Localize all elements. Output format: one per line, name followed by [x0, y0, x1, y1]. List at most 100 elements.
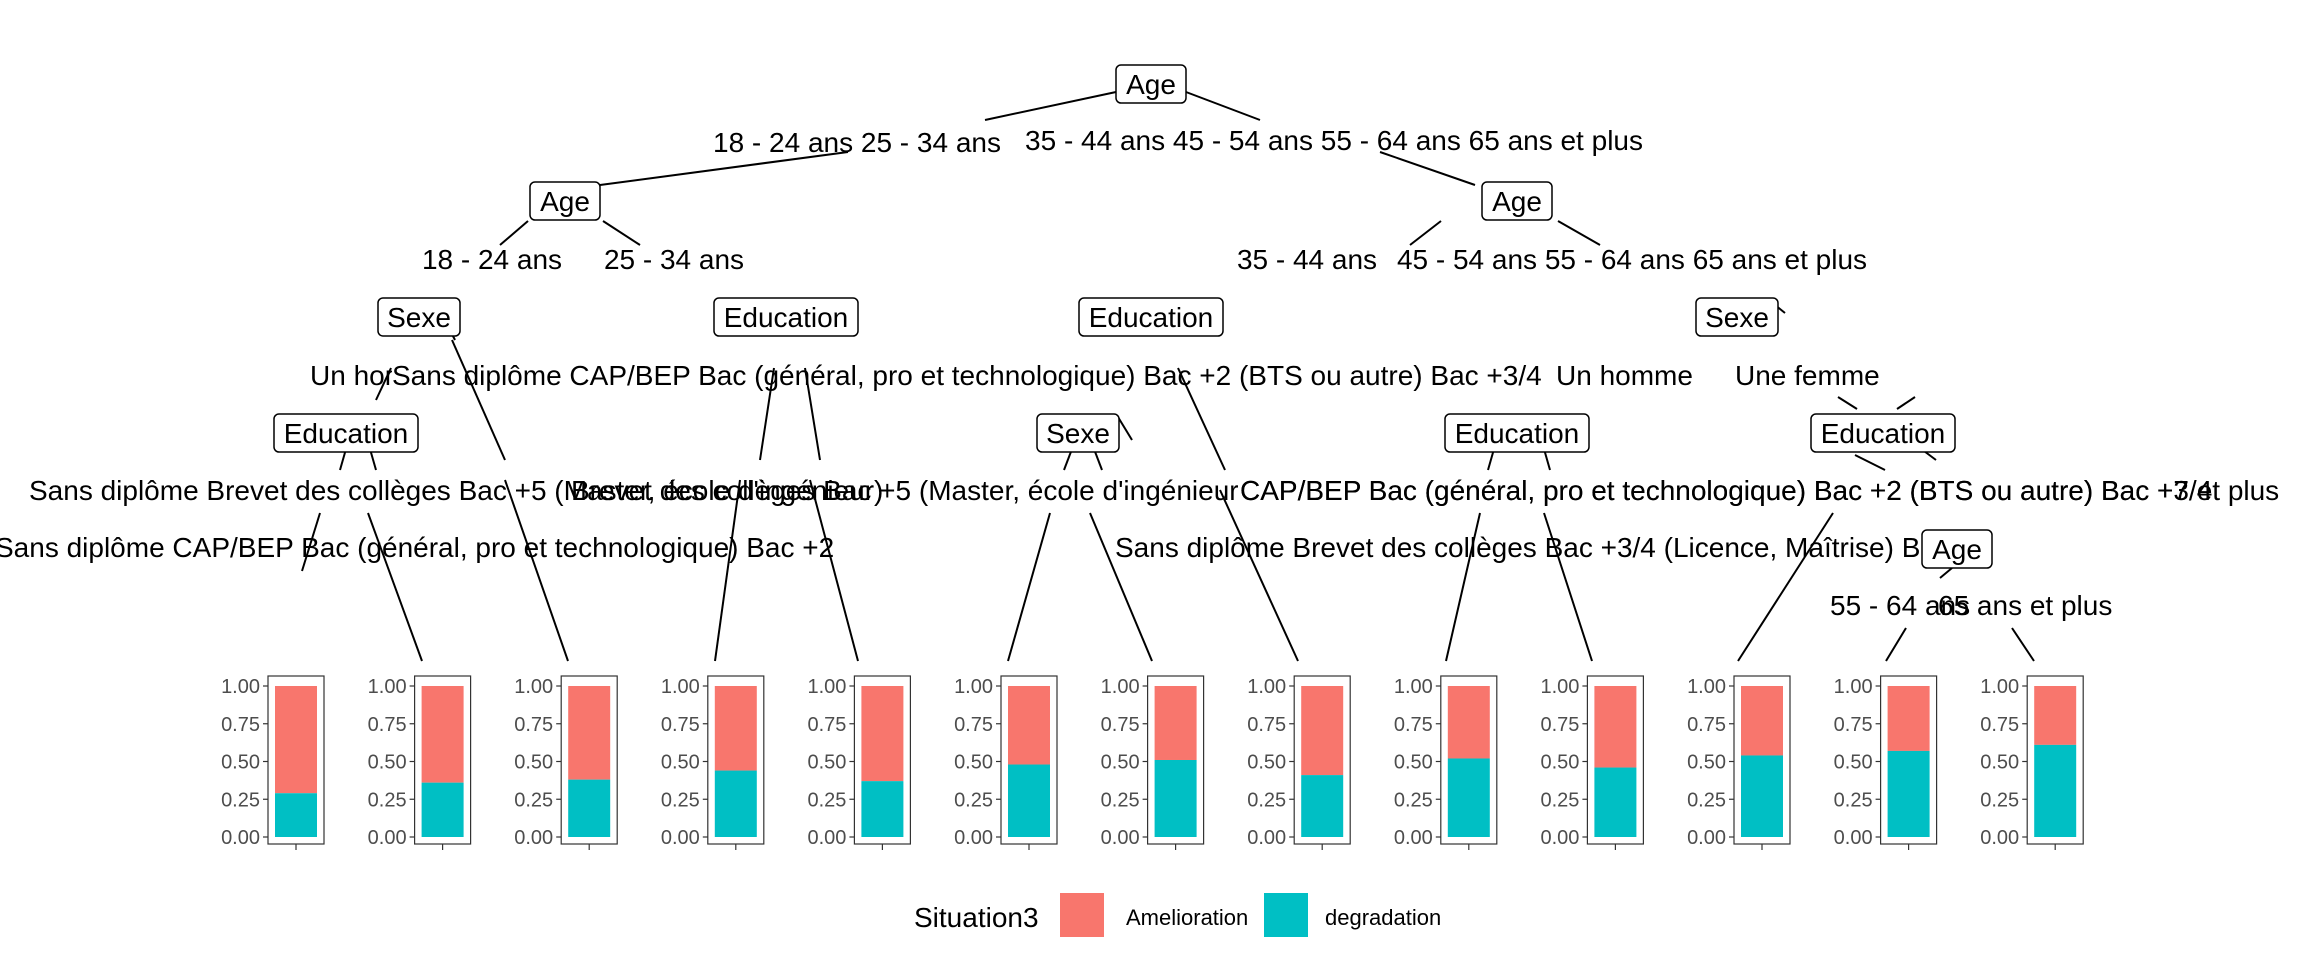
tree-node: Education	[1810, 413, 1956, 453]
y-tick-label: 0.75	[1980, 714, 2019, 736]
y-tick-label: 0.50	[1394, 752, 1433, 774]
leaf-panel: 0.00 0.25 0.50 0.75 1.00	[1540, 675, 1645, 850]
y-tick-label: 0.00	[1394, 827, 1433, 849]
edge-label: 55 - 64 ans	[1830, 590, 1970, 621]
edge-label: Sans diplôme Brevet des collèges Bac +5 …	[29, 475, 883, 506]
node-label: Education	[1455, 418, 1580, 449]
bar-degradation	[2034, 744, 2077, 837]
leaf-panel: 0.00 0.25 0.50 0.75 1.00	[1394, 675, 1498, 850]
y-tick-label: 0.25	[1687, 789, 1726, 811]
tree-edge	[375, 367, 392, 401]
tree-node: Sexe	[1036, 413, 1120, 453]
tree-edge	[1737, 512, 1834, 662]
bar-degradation	[1447, 758, 1490, 837]
bar-amelioration	[568, 686, 611, 780]
y-tick-label: 0.75	[807, 714, 846, 736]
bar-amelioration	[275, 686, 317, 794]
y-tick-label: 0.50	[1247, 752, 1286, 774]
bar-degradation	[1887, 750, 1930, 837]
leaf-panel: 0.00 0.25 0.50 0.75 1.00	[661, 675, 765, 850]
node-label: Age	[540, 186, 590, 217]
y-tick-label: 0.75	[1687, 714, 1726, 736]
legend: Situation3 Amelioration degradation	[914, 893, 1441, 937]
node-label: Education	[724, 302, 849, 333]
y-tick-label: 0.50	[661, 752, 700, 774]
bar-degradation	[1301, 775, 1344, 837]
node-label: Age	[1932, 534, 1982, 565]
node-box	[1115, 64, 1187, 104]
y-tick-label: 0.75	[368, 714, 407, 736]
y-tick-label: 0.25	[807, 789, 846, 811]
legend-label: Amelioration	[1126, 905, 1248, 930]
y-tick-label: 0.50	[514, 752, 553, 774]
bar-degradation	[1154, 759, 1197, 837]
tree-edge	[1177, 367, 1226, 471]
y-tick-label: 0.50	[368, 752, 407, 774]
edge-label: Brevet des collèges Bac +5 (Master, écol…	[571, 475, 1248, 506]
node-label: Age	[1492, 186, 1542, 217]
y-tick-label: 0.75	[514, 714, 553, 736]
leaf-panel: 0.00 0.25 0.50 0.75 1.00	[368, 675, 472, 850]
y-tick-label: 0.50	[221, 752, 260, 774]
bar-degradation	[568, 779, 611, 837]
y-tick-label: 0.75	[1394, 714, 1433, 736]
tree-edge	[599, 151, 849, 186]
tree-edge	[984, 91, 1117, 121]
y-tick-label: 0.75	[661, 714, 700, 736]
leaf-panel: 0.00 0.25 0.50 0.75 1.00	[1980, 675, 2084, 850]
tree-edge	[1379, 151, 1476, 186]
edge-label: 35 - 44 ans 45 - 54 ans 55 - 64 ans 65 a…	[1025, 125, 1643, 156]
y-tick-label: 0.25	[954, 789, 993, 811]
y-tick-label: 0.25	[221, 789, 260, 811]
edge-label: 65 ans et plus	[1938, 590, 2112, 621]
tree-node: Age	[1481, 181, 1553, 221]
tree-edge	[1409, 220, 1442, 246]
leaf-panel: 0.00 0.25 0.50 0.75 1.00	[221, 675, 325, 850]
y-tick-label: 0.25	[514, 789, 553, 811]
node-box	[529, 181, 601, 221]
tree-edge	[804, 367, 821, 461]
y-tick-label: 0.50	[1101, 752, 1140, 774]
y-tick-label: 0.00	[661, 827, 700, 849]
edge-label: Une femme	[1735, 360, 1880, 391]
node-box	[1481, 181, 1553, 221]
tree-node: Education	[713, 297, 859, 337]
y-tick-label: 0.75	[1247, 714, 1286, 736]
y-tick-label: 1.00	[954, 676, 993, 698]
y-tick-label: 0.75	[1834, 714, 1873, 736]
node-box	[1695, 297, 1779, 337]
y-tick-label: 0.50	[1540, 752, 1579, 774]
y-tick-label: 1.00	[1394, 676, 1433, 698]
node-label: Education	[284, 418, 409, 449]
y-tick-label: 0.00	[368, 827, 407, 849]
y-tick-label: 0.00	[1834, 827, 1873, 849]
edge-label: CAP/BEP Bac (général, pro et technologiq…	[1240, 475, 2212, 506]
bar-amelioration	[1008, 686, 1050, 765]
node-box	[1921, 529, 1993, 569]
edge-label: Sans diplôme CAP/BEP Bac (général, pro e…	[392, 360, 1542, 391]
tree-edge	[809, 479, 859, 662]
y-tick-label: 1.00	[1247, 676, 1286, 698]
node-label: Sexe	[387, 302, 451, 333]
tree-node: Age	[1115, 64, 1187, 104]
tree-node: Age	[1921, 529, 1993, 569]
edge-label: Sans diplôme Brevet des collèges Bac +3/…	[1115, 532, 2304, 563]
y-tick-label: 0.50	[954, 752, 993, 774]
y-tick-label: 0.25	[1540, 789, 1579, 811]
bar-degradation	[1594, 767, 1637, 837]
y-tick-label: 1.00	[1101, 676, 1140, 698]
leaf-panel: 0.00 0.25 0.50 0.75 1.00	[954, 675, 1058, 850]
y-tick-label: 0.25	[1247, 789, 1286, 811]
y-tick-label: 1.00	[221, 676, 260, 698]
edge-label: 18 - 24 ans	[422, 244, 562, 275]
y-tick-label: 0.25	[368, 789, 407, 811]
tree-edge	[1896, 396, 1916, 410]
node-box	[1036, 413, 1120, 453]
leaf-bar-charts: 0.00 0.25 0.50 0.75 1.00 0.00 0.25 0.50 0.75 1.00…	[221, 675, 2084, 850]
node-label: Sexe	[1705, 302, 1769, 333]
bar-amelioration	[1887, 686, 1930, 751]
tree-edge	[714, 479, 741, 662]
node-box	[1810, 413, 1956, 453]
edge-label: 35 - 44 ans	[1237, 244, 1377, 275]
leaf-panel: 0.00 0.25 0.50 0.75 1.00	[1101, 675, 1205, 850]
